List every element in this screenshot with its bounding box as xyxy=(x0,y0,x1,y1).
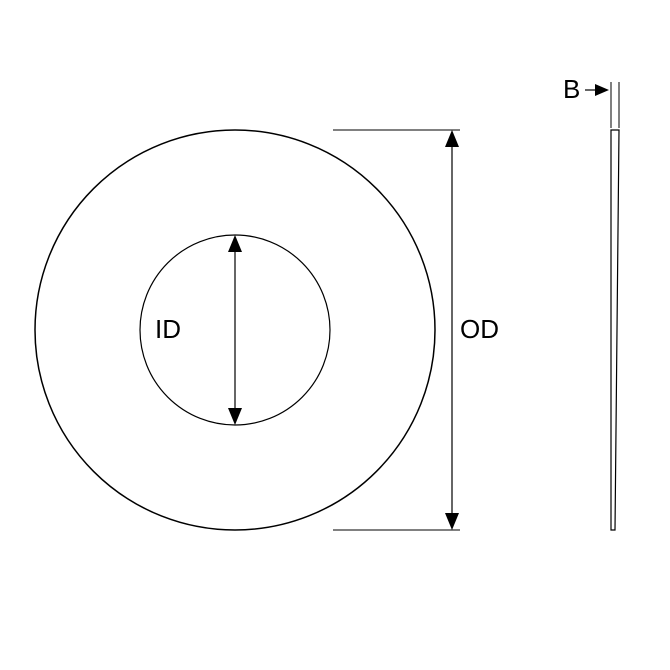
washer-side-view xyxy=(611,130,619,530)
washer-diagram: ID OD B xyxy=(0,0,670,670)
arrowhead-up xyxy=(228,235,242,252)
arrowhead-down xyxy=(445,513,459,530)
od-label: OD xyxy=(460,314,499,344)
b-label: B xyxy=(563,74,580,104)
arrowhead-right xyxy=(595,84,609,96)
arrowhead-down xyxy=(228,408,242,425)
dimension-b: B xyxy=(563,74,619,128)
id-label: ID xyxy=(155,314,181,344)
dimension-id: ID xyxy=(155,235,242,425)
dimension-od: OD xyxy=(333,130,499,530)
arrowhead-up xyxy=(445,130,459,147)
